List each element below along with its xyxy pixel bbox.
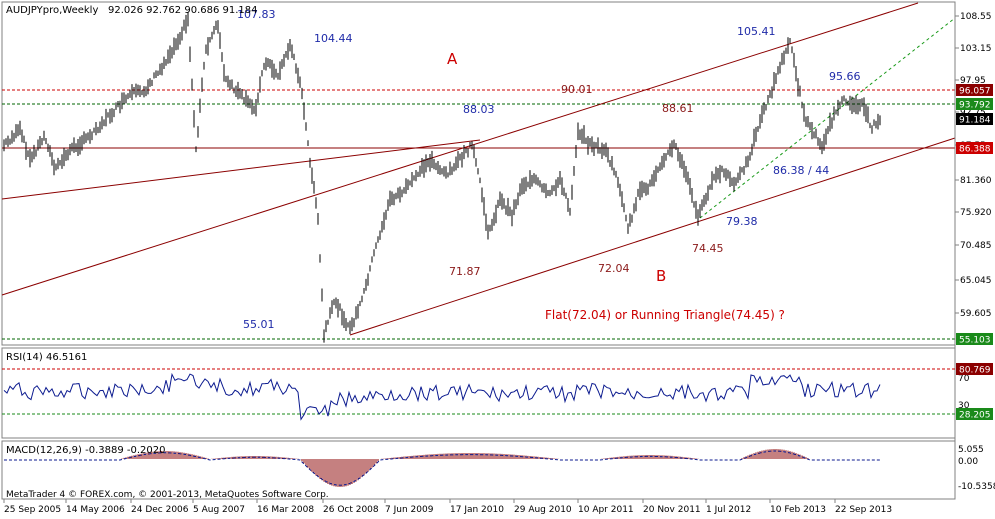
macd-signal-line[interactable]	[4, 450, 880, 486]
macd-pane: MACD(12,26,9) -0.3889 -0.2020 5.055 0.00…	[4, 445, 995, 500]
rsi-tick-70: 70	[958, 374, 970, 384]
price-level-box	[956, 113, 993, 125]
rsi-level-box	[956, 408, 993, 420]
time-tick-label: 10 Apr 2011	[578, 505, 634, 515]
label-107-83: 107.83	[237, 8, 276, 21]
price-bars	[3, 12, 881, 343]
rsi-label: RSI(14) 46.5161	[6, 352, 87, 363]
time-tick-label: 22 Sep 2013	[835, 505, 892, 515]
label-105-41: 105.41	[737, 25, 776, 38]
label-72-04: 72.04	[598, 262, 630, 275]
time-tick-label: 25 Sep 2005	[4, 505, 61, 515]
time-tick-label: 26 Oct 2008	[323, 505, 379, 515]
price-tick-label: 75.920	[960, 208, 992, 218]
price-level-box-label: 91.184	[959, 116, 991, 126]
upper-channel-line[interactable]	[1, 2, 919, 296]
time-tick-label: 17 Jan 2010	[450, 505, 504, 515]
ohlc-values: 92.026 92.762 90.686 91.184	[108, 5, 258, 16]
rsi-pane: RSI(14) 46.5161 70 30 80.769 28.205	[2, 352, 993, 421]
time-tick-label: 7 Jun 2009	[385, 505, 434, 515]
rsi-line[interactable]	[3, 372, 881, 421]
symbol-label: AUDJPYpro,Weekly	[6, 5, 98, 16]
label-88-03: 88.03	[463, 103, 495, 116]
price-level-box	[956, 98, 993, 110]
channel-lines	[1, 2, 956, 336]
wave-b-label: B	[656, 267, 666, 285]
rsi-level-box-label: 80.769	[959, 366, 991, 376]
time-tick-label: 20 Nov 2011	[643, 505, 701, 515]
price-tick-label: 108.55	[960, 12, 992, 22]
time-tick-label: 29 Aug 2010	[514, 505, 572, 515]
price-level-box-label: 96.057	[959, 87, 991, 97]
label-104-44: 104.44	[314, 32, 353, 45]
time-tick-label: 5 Aug 2007	[193, 505, 245, 515]
price-level-box-label: 55.103	[959, 336, 991, 346]
price-axis: 108.55103.1597.9592.7587.5581.36075.9207…	[954, 2, 993, 499]
price-level-box	[956, 84, 993, 96]
label-95-66: 95.66	[829, 70, 861, 83]
label-71-87: 71.87	[449, 265, 481, 278]
label-79-38: 79.38	[726, 215, 758, 228]
time-axis: 25 Sep 2005 14 May 2006 24 Dec 2006 5 Aug 2…	[3, 499, 892, 515]
price-level-box	[956, 142, 993, 154]
time-tick-label: 24 Dec 2006	[131, 505, 189, 515]
price-tick-label: 97.95	[960, 76, 986, 86]
flat-or-triangle-note: Flat(72.04) or Running Triangle(74.45) ?	[545, 308, 785, 322]
middle-channel-line[interactable]	[1, 139, 481, 200]
time-tick-label: 1 Jul 2012	[706, 505, 751, 515]
label-90-01: 90.01	[561, 83, 593, 96]
time-tick-label: 10 Feb 2013	[770, 505, 826, 515]
macd-tick-top: 5.055	[958, 445, 984, 455]
price-tick-label: 70.485	[960, 241, 992, 251]
price-tick-label: 81.360	[960, 176, 992, 186]
rsi-level-box	[956, 363, 993, 375]
time-tick-label: 14 May 2006	[66, 505, 125, 515]
label-88-61: 88.61	[662, 102, 694, 115]
price-tick-label: 59.605	[960, 309, 992, 319]
macd-label: MACD(12,26,9) -0.3889 -0.2020	[6, 445, 166, 456]
price-tick-label: 65.045	[960, 276, 992, 286]
price-level-box-label: 93.792	[959, 101, 991, 111]
label-55-01: 55.01	[243, 318, 275, 331]
wave-a-label: A	[447, 50, 458, 68]
green-dashed-trendline[interactable]	[699, 17, 956, 219]
price-tick-label: 103.15	[960, 44, 992, 54]
macd-tick-zero: 0.00	[958, 457, 978, 467]
rsi-level-box-label: 28.205	[959, 411, 991, 421]
label-86-38-44: 86.38 / 44	[773, 164, 829, 177]
macd-tick-bottom: -10.5358	[958, 482, 995, 492]
price-level-box-label: 86.388	[959, 145, 991, 155]
lower-channel-line[interactable]	[349, 137, 956, 336]
copyright-text: MetaTrader 4 © FOREX.com, © 2001-2013, M…	[6, 490, 329, 500]
label-74-45: 74.45	[692, 242, 724, 255]
horizontal-lines	[2, 89, 955, 340]
price-level-box	[956, 333, 993, 345]
price-pane: 107.83 104.44 55.01 88.03 105.41 95.66 8…	[1, 2, 956, 343]
rsi-tick-30: 30	[958, 401, 970, 411]
time-tick-label: 16 Mar 2008	[257, 505, 314, 515]
